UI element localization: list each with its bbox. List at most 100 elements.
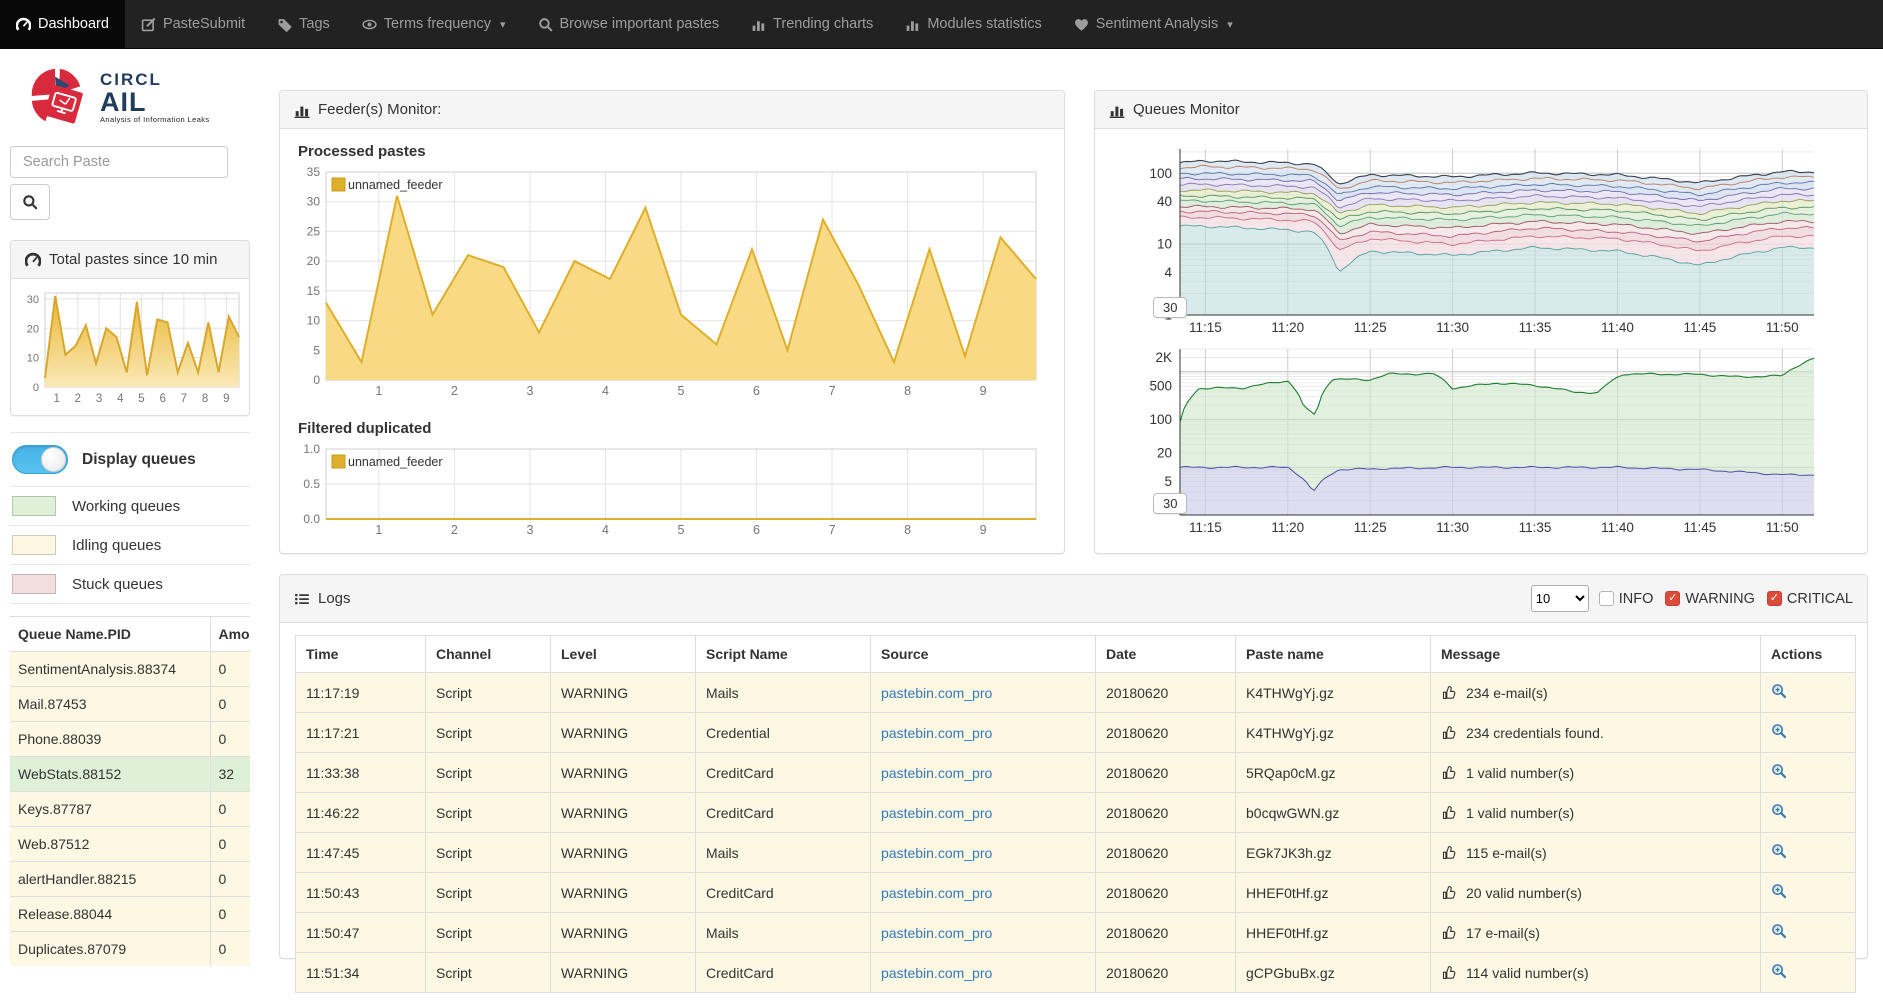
show-paste-button[interactable] [1771,923,1787,939]
svg-text:100: 100 [1149,166,1172,181]
log-message: 1 valid number(s) [1430,752,1761,793]
queue-row-keys-87787: Keys.87787 0 [10,791,250,827]
svg-text:7: 7 [829,523,836,537]
source-link[interactable]: pastebin.com_pro [881,724,993,741]
queue-row-duplicates-87079: Duplicates.87079 0 [10,931,250,966]
log-source: pastebin.com_pro [870,752,1096,793]
svg-text:5: 5 [138,393,144,405]
source-link[interactable]: pastebin.com_pro [881,924,993,941]
filter-info[interactable]: INFO [1598,590,1654,607]
brush-handle-top[interactable]: 30 [1153,297,1188,318]
source-link[interactable]: pastebin.com_pro [881,804,993,821]
unchecked-checkbox-icon[interactable] [1598,591,1614,606]
legend-swatch [12,574,56,594]
feeder-monitor-heading: Feeder(s) Monitor: [280,91,1064,129]
svg-text:11:15: 11:15 [1189,320,1222,335]
svg-text:8: 8 [202,393,208,405]
tag-icon [277,17,292,32]
log-time: 11:33:38 [295,752,426,793]
show-paste-button[interactable] [1771,723,1787,739]
log-source: pastebin.com_pro [870,912,1096,953]
nav-item-dashboard[interactable]: Dashboard [0,0,125,48]
log-paste: b0cqwGWN.gz [1235,792,1431,833]
filter-label: CRITICAL [1786,590,1853,607]
filter-critical[interactable]: ✓ CRITICAL [1766,590,1853,607]
show-paste-button[interactable] [1771,843,1787,859]
queue-row-webstats-88152: WebStats.88152 32 [10,756,250,792]
svg-text:20: 20 [1157,445,1172,460]
log-script: Credential [695,712,871,753]
log-channel: Script [425,832,551,873]
queue-name: alertHandler.88215 [10,861,210,897]
log-channel: Script [425,712,551,753]
legend-swatch [12,496,56,516]
checked-checkbox-icon[interactable]: ✓ [1766,591,1782,606]
svg-text:11:35: 11:35 [1519,520,1552,535]
queue-table-header: Queue Name.PIDAmount [10,616,250,652]
nav-item-terms-frequency[interactable]: Terms frequency ▾ [346,0,522,48]
log-actions [1760,792,1856,833]
svg-text:10: 10 [27,353,39,365]
show-paste-button[interactable] [1771,963,1787,979]
queue-row-release-88044: Release.88044 0 [10,896,250,932]
search-button[interactable] [10,184,50,220]
logs-controls: 10 INFO ✓ WARNING ✓ CRITICAL [1530,585,1853,612]
svg-text:5: 5 [678,384,685,398]
bar-chart-icon [294,102,310,118]
source-link[interactable]: pastebin.com_pro [881,764,993,781]
eye-icon [362,17,377,32]
show-paste-button[interactable] [1771,763,1787,779]
nav-item-trending-charts[interactable]: Trending charts [735,0,889,48]
log-actions [1760,912,1856,953]
source-link[interactable]: pastebin.com_pro [881,884,993,901]
nav-item-modules-statistics[interactable]: Modules statistics [889,0,1057,48]
log-date: 20180620 [1095,712,1236,753]
log-level: WARNING [550,872,696,913]
svg-text:40: 40 [1157,194,1172,209]
svg-text:11:15: 11:15 [1189,520,1222,535]
show-paste-button[interactable] [1771,683,1787,699]
filter-label: INFO [1618,590,1654,607]
show-paste-button[interactable] [1771,803,1787,819]
svg-text:11:20: 11:20 [1271,520,1304,535]
queue-amount: 0 [209,861,250,897]
queue-row-alerthandler-88215: alertHandler.88215 0 [10,861,250,897]
page-size-select[interactable]: 10 [1530,585,1589,612]
log-message-text: 1 valid number(s) [1466,764,1575,781]
log-channel: Script [425,872,551,913]
source-link[interactable]: pastebin.com_pro [881,964,993,981]
edit-icon [141,17,156,32]
thumbs-up-icon [1441,765,1457,781]
log-message-text: 1 valid number(s) [1466,804,1575,821]
log-source: pastebin.com_pro [870,792,1096,833]
brush-handle-bottom[interactable]: 30 [1153,493,1188,514]
nav-item-pastesubmit[interactable]: PasteSubmit [125,0,261,48]
search-paste-input[interactable] [10,146,228,178]
logs-col-source: Source [870,635,1096,673]
filter-warning[interactable]: ✓ WARNING [1665,591,1755,607]
svg-text:3: 3 [526,523,533,537]
display-queues-toggle[interactable] [12,445,68,474]
thumbs-up-icon [1441,885,1457,901]
svg-text:100: 100 [1149,412,1172,427]
svg-text:11:40: 11:40 [1601,320,1634,335]
queue-col-amount: Amount [209,616,250,652]
svg-text:4: 4 [602,523,609,537]
source-link[interactable]: pastebin.com_pro [881,844,993,861]
svg-text:9: 9 [980,384,987,398]
brand-product: AIL [100,86,147,117]
logs-col-script-name: Script Name [695,635,871,673]
svg-text:10: 10 [307,314,321,328]
nav-item-tags[interactable]: Tags [261,0,346,48]
svg-text:1: 1 [375,384,382,398]
nav-item-browse-important-pastes[interactable]: Browse important pastes [522,0,736,48]
checked-checkbox-icon[interactable]: ✓ [1665,591,1681,606]
nav-item-sentiment-analysis[interactable]: Sentiment Analysis ▾ [1058,0,1249,48]
log-actions [1760,672,1856,713]
logs-panel: Logs 10 INFO ✓ WARNING ✓ CRITICAL Time Chan… [279,574,1868,993]
log-actions [1760,832,1856,873]
svg-text:8: 8 [904,384,911,398]
source-link[interactable]: pastebin.com_pro [881,684,993,701]
svg-text:5: 5 [678,523,685,537]
show-paste-button[interactable] [1771,883,1787,899]
